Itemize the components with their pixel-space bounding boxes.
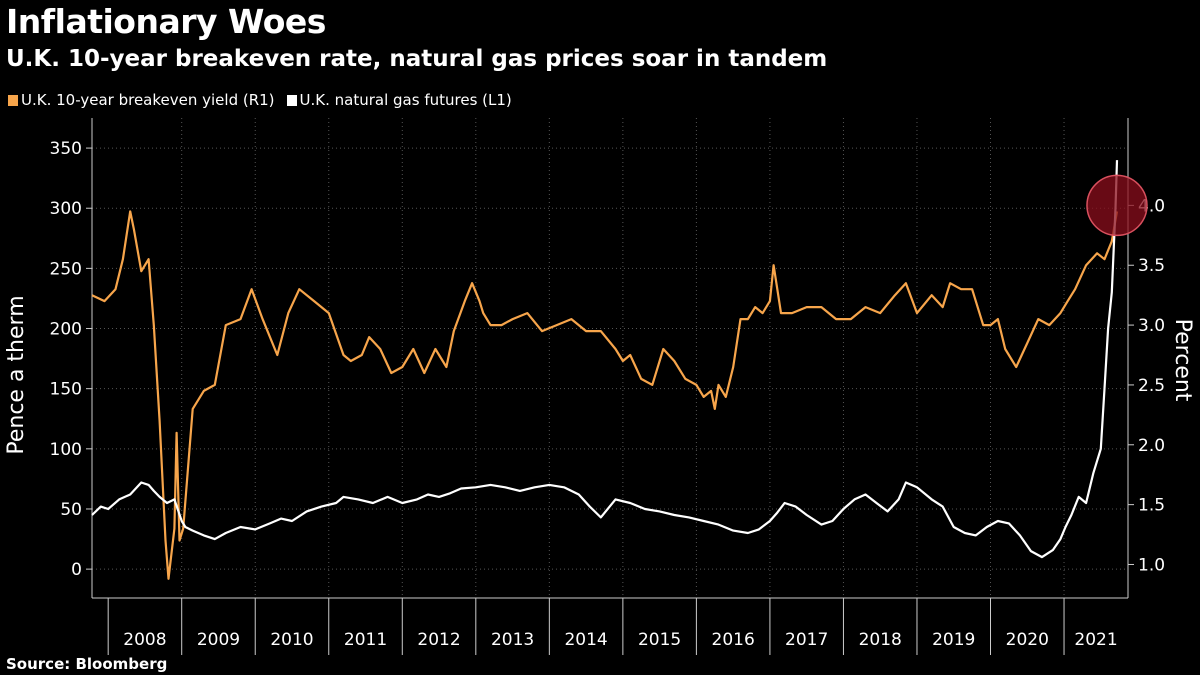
y-left-tick-label-100: 100 bbox=[50, 440, 82, 460]
x-tick-label-2019: 2019 bbox=[932, 630, 975, 650]
chart-title: Inflationary Woes bbox=[6, 2, 326, 41]
legend: U.K. 10-year breakeven yield (R1) U.K. n… bbox=[8, 91, 512, 109]
series-lines bbox=[91, 160, 1119, 580]
source-note: Source: Bloomberg bbox=[6, 655, 168, 673]
y-axis-right-label: Percent bbox=[1170, 319, 1195, 402]
y-right-tick-label-3.5: 3.5 bbox=[1138, 256, 1165, 276]
y-right-tick-label-3.0: 3.0 bbox=[1138, 316, 1165, 336]
legend-label-gas: U.K. natural gas futures (L1) bbox=[299, 91, 512, 109]
x-tick-label-2011: 2011 bbox=[344, 630, 387, 650]
x-tick-label-2012: 2012 bbox=[417, 630, 460, 650]
y-left-tick-label-300: 300 bbox=[50, 199, 82, 219]
x-tick-label-2015: 2015 bbox=[638, 630, 681, 650]
chart-subtitle: U.K. 10-year breakeven rate, natural gas… bbox=[6, 46, 828, 72]
gridlines bbox=[92, 118, 1128, 598]
legend-swatch-breakeven bbox=[8, 94, 18, 106]
axes: 2008 2009 2010 2011 2012 2013 2014 2015 2016 2017… bbox=[50, 118, 1165, 655]
y-left-tick-label-350: 350 bbox=[50, 139, 82, 159]
y-left-tick-label-0: 0 bbox=[71, 560, 82, 580]
x-tick-label-2014: 2014 bbox=[564, 630, 607, 650]
y-right-tick-label-2.0: 2.0 bbox=[1138, 436, 1165, 456]
y-right-tick-label-1.5: 1.5 bbox=[1138, 496, 1165, 516]
x-tick-label-2018: 2018 bbox=[859, 630, 902, 650]
y-left-tick-label-250: 250 bbox=[50, 259, 82, 279]
y-right-tick-label-2.5: 2.5 bbox=[1138, 376, 1165, 396]
x-tick-label-2009: 2009 bbox=[197, 630, 240, 650]
legend-swatch-gas bbox=[286, 94, 297, 106]
x-tick-label-2020: 2020 bbox=[1006, 630, 1049, 650]
x-tick-label-2010: 2010 bbox=[270, 630, 313, 650]
legend-label-breakeven: U.K. 10-year breakeven yield (R1) bbox=[21, 91, 275, 109]
y-left-tick-label-150: 150 bbox=[50, 380, 82, 400]
x-tick-label-2017: 2017 bbox=[785, 630, 828, 650]
annotations bbox=[1086, 174, 1148, 237]
y-left-tick-label-50: 50 bbox=[60, 500, 82, 520]
series-line-breakeven bbox=[91, 210, 1119, 580]
highlight-circle bbox=[1086, 174, 1148, 237]
legend-item-gas: U.K. natural gas futures (L1) bbox=[286, 91, 512, 109]
y-right-tick-label-1.0: 1.0 bbox=[1138, 555, 1165, 575]
series-line-gas bbox=[91, 160, 1119, 559]
x-tick-label-2016: 2016 bbox=[712, 630, 755, 650]
x-tick-label-2013: 2013 bbox=[491, 630, 534, 650]
y-axis-left-label: Pence a therm bbox=[4, 295, 29, 454]
y-left-tick-label-200: 200 bbox=[50, 320, 82, 340]
x-tick-label-2008: 2008 bbox=[123, 630, 166, 650]
x-tick-label-2021: 2021 bbox=[1074, 630, 1117, 650]
legend-item-breakeven: U.K. 10-year breakeven yield (R1) bbox=[8, 91, 275, 109]
